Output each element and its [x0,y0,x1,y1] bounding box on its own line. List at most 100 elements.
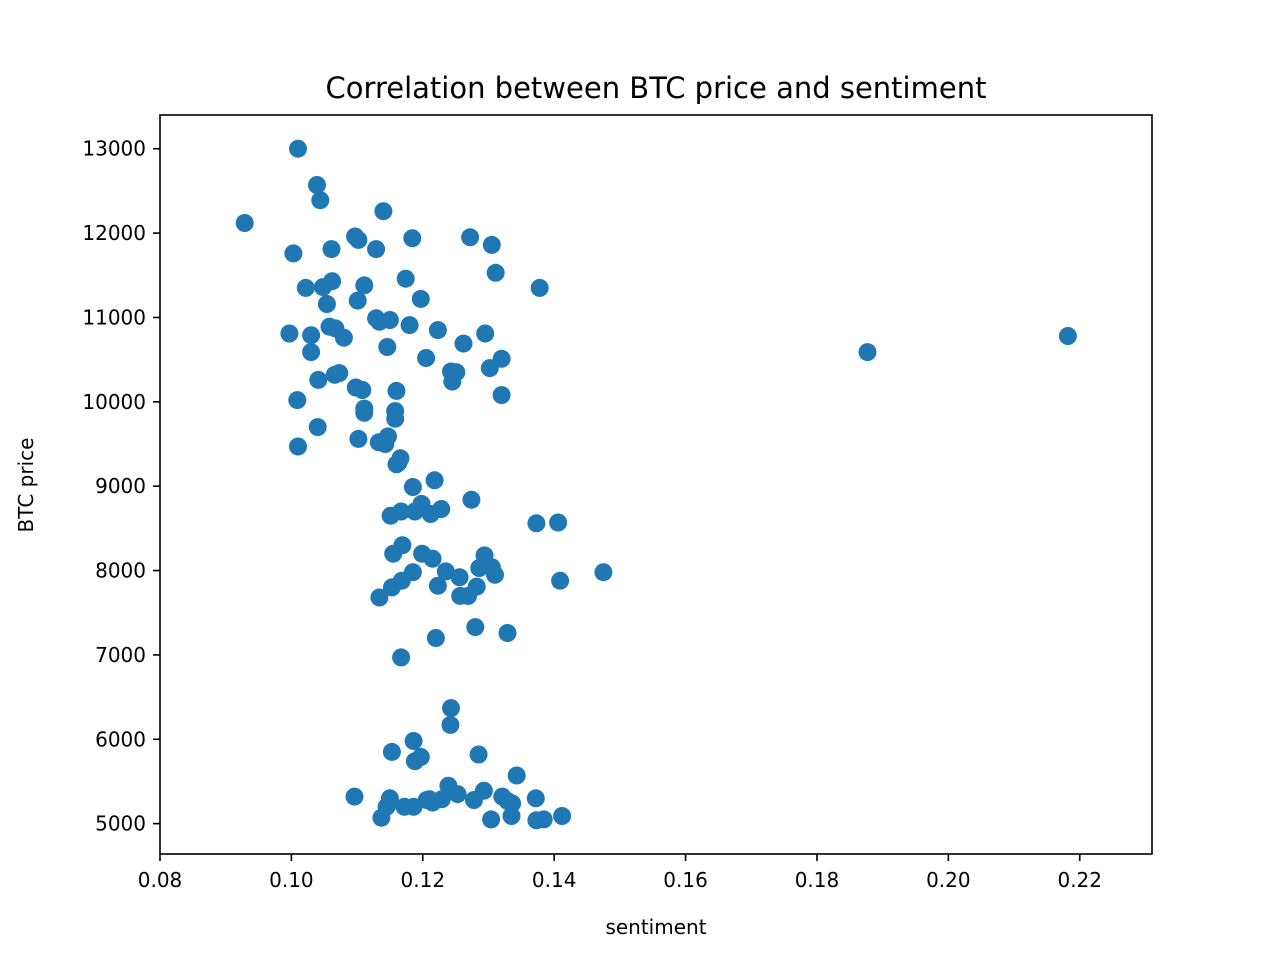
data-point [391,449,410,468]
data-point [492,386,511,405]
data-point [486,565,504,584]
data-point [309,370,328,389]
data-point [349,429,368,448]
data-point [386,409,405,428]
data-point [322,240,341,259]
data-point [355,276,374,295]
data-point [498,624,517,642]
data-point [502,807,521,825]
y-tick-label: 5000 [95,812,146,836]
data-point [372,808,391,827]
data-point [348,291,367,310]
data-point [447,363,466,382]
data-point [400,316,419,335]
data-point [345,787,364,806]
data-point [382,578,401,597]
plot-frame [159,114,1153,855]
data-point [378,338,397,356]
data-point [534,810,553,829]
data-point [530,278,549,297]
data-point [392,648,411,667]
data-point [432,790,451,809]
data-point [459,586,478,605]
data-point [442,699,460,718]
data-point [428,321,447,340]
data-point [317,295,336,313]
data-point [370,588,389,607]
y-tick-label: 7000 [95,643,146,667]
data-point [423,549,442,568]
data-point [367,240,386,259]
data-point [469,745,488,764]
x-tick-label: 0.18 [795,868,840,892]
y-tick-label: 8000 [95,559,146,583]
data-point [425,471,444,490]
data-point [417,349,436,367]
data-point [553,807,572,825]
x-axis-ticks: 0.08 0.10 0.12 0.14 0.16 0.18 0.20 0.22 [138,854,1102,892]
x-tick-label: 0.12 [401,868,446,892]
data-point [289,139,307,158]
data-point [450,568,469,587]
x-tick-label: 0.20 [926,868,971,892]
data-point [353,381,372,399]
data-point [594,563,613,582]
data-point [476,324,495,343]
y-tick-label: 6000 [95,727,146,751]
y-tick-label: 11000 [82,305,146,329]
data-point [454,334,473,353]
data-point [302,343,321,362]
data-point [405,752,424,771]
data-point [349,230,368,249]
data-point [432,500,451,518]
data-point [462,490,481,509]
data-point [420,790,439,809]
data-point [404,797,423,816]
x-tick-label: 0.16 [663,868,708,892]
data-point [308,418,327,437]
data-point [482,810,501,829]
data-point [436,562,455,581]
data-point [374,202,393,221]
data-point [288,391,307,410]
y-axis-ticks: 5000 6000 7000 8000 9000 10000 11000 12000 13000 [82,137,160,836]
data-points [235,139,1077,830]
data-point [403,478,422,496]
data-point [403,229,422,248]
data-point [507,766,526,785]
x-tick-label: 0.22 [1057,868,1102,892]
data-point [466,618,485,637]
x-tick-label: 0.08 [138,868,183,892]
data-point [411,289,430,308]
data-point [858,343,877,362]
data-point [284,244,303,263]
y-tick-label: 12000 [82,221,146,245]
data-point [1058,327,1077,345]
data-point [441,715,460,734]
data-point [384,544,403,563]
data-point [448,785,467,804]
x-tick-label: 0.14 [532,868,577,892]
data-point [549,513,568,532]
data-point [387,381,406,400]
data-point [551,571,570,590]
chart-title: Correlation between BTC price and sentim… [326,71,987,105]
y-tick-label: 10000 [82,390,146,414]
data-point [482,235,501,254]
x-tick-label: 0.10 [269,868,314,892]
data-point [428,576,447,595]
y-tick-label: 13000 [82,137,146,161]
data-point [380,311,399,329]
data-point [289,437,307,456]
data-point [426,629,445,647]
data-point [461,228,480,247]
data-point [280,324,299,343]
data-point [235,214,254,232]
data-point [334,328,353,347]
data-point [382,742,401,761]
y-tick-label: 9000 [95,474,146,498]
data-point [355,403,374,422]
data-point [330,364,349,383]
